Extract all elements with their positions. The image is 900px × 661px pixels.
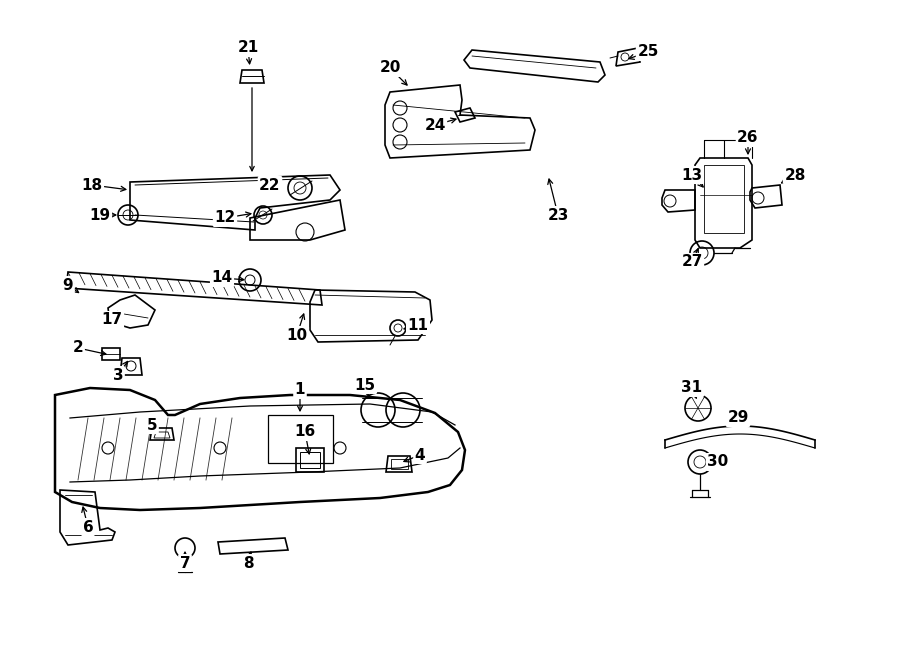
Text: 25: 25 [637,44,659,59]
Bar [300,452,320,468]
Text: 3: 3 [112,368,123,383]
Text: 26: 26 [737,130,759,145]
Text: 29: 29 [727,410,749,426]
Text: 10: 10 [286,327,308,342]
Text: 14: 14 [212,270,232,286]
Text: 16: 16 [294,424,316,440]
Text: 23: 23 [547,208,569,223]
Text: 7: 7 [180,555,190,570]
Text: 4: 4 [415,447,426,463]
Text: 9: 9 [63,278,73,293]
Text: 17: 17 [102,313,122,327]
Text: 11: 11 [408,317,428,332]
Text: 22: 22 [259,178,281,192]
Text: 2: 2 [73,340,84,356]
Text: 30: 30 [707,455,729,469]
Bar [296,448,324,472]
Bar [391,459,408,469]
Text: 31: 31 [681,381,703,395]
Text: 12: 12 [214,210,236,225]
Text: 28: 28 [784,167,806,182]
Text: 8: 8 [243,555,253,570]
Text: 13: 13 [681,167,703,182]
Text: 1: 1 [295,383,305,397]
Text: 6: 6 [83,520,94,535]
Text: 21: 21 [238,40,258,56]
Text: 15: 15 [355,377,375,393]
Text: 27: 27 [681,254,703,270]
Text: 19: 19 [89,208,111,223]
Text: 5: 5 [147,418,158,432]
Text: 24: 24 [424,118,446,132]
Text: 18: 18 [81,178,103,192]
Bar [102,348,120,360]
Bar [268,415,333,463]
Bar [704,165,744,233]
Text: 20: 20 [379,61,400,75]
